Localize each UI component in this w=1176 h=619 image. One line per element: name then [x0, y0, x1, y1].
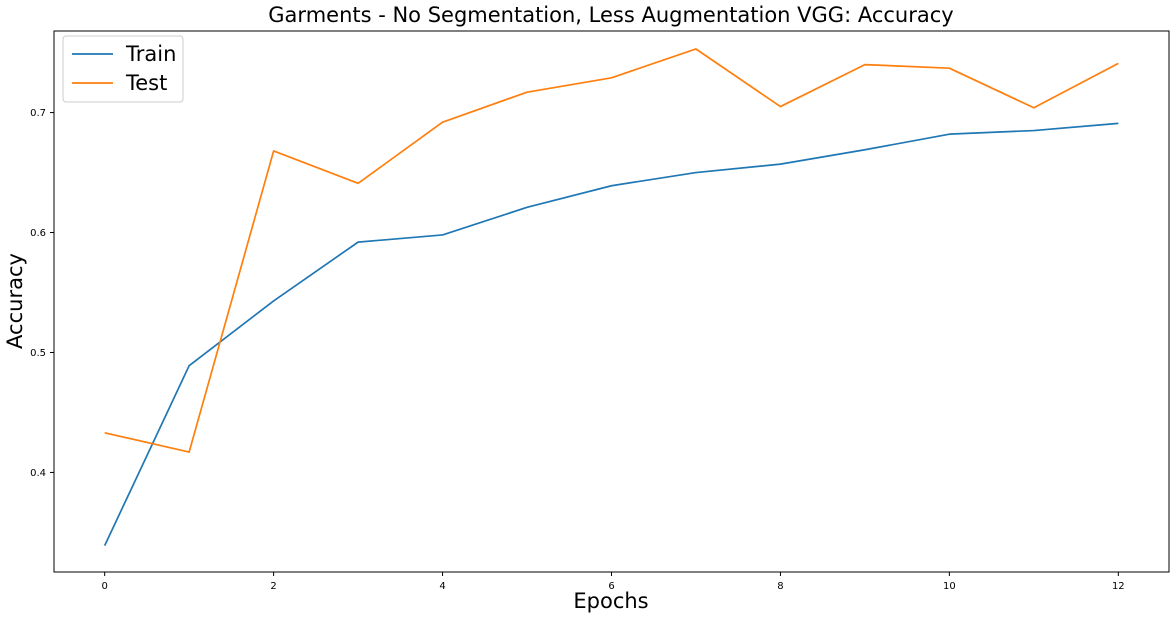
series-lines: [103, 48, 1119, 546]
x-tick-label: 6: [608, 581, 614, 592]
y-tick-label: 0.5: [30, 348, 46, 359]
y-tick-label: 0.7: [30, 108, 46, 119]
plot-frame: [53, 30, 1170, 573]
x-tick-label: 8: [777, 581, 783, 592]
series-line-train: [103, 122, 1119, 546]
x-axis-label: Epochs: [573, 589, 648, 613]
y-tick-label: 0.4: [30, 468, 46, 479]
legend-label-test: Test: [125, 71, 167, 95]
legend: Train Test: [62, 35, 184, 103]
y-axis-label: Accuracy: [3, 253, 27, 349]
x-tick-label: 10: [943, 581, 956, 592]
legend-frame: [62, 35, 184, 103]
x-tick-label: 4: [439, 581, 445, 592]
x-axis: 0 2 4 6 8 10 12: [101, 572, 1125, 592]
legend-label-train: Train: [125, 42, 176, 66]
x-tick-label: 2: [270, 581, 276, 592]
series-line-test: [104, 48, 1119, 453]
x-tick-label: 12: [1112, 581, 1125, 592]
y-tick-label: 0.6: [30, 228, 46, 239]
y-axis: 0.4 0.5 0.6 0.7: [30, 108, 54, 479]
x-tick-label: 0: [101, 581, 107, 592]
chart-title: Garments - No Segmentation, Less Augment…: [268, 3, 953, 27]
